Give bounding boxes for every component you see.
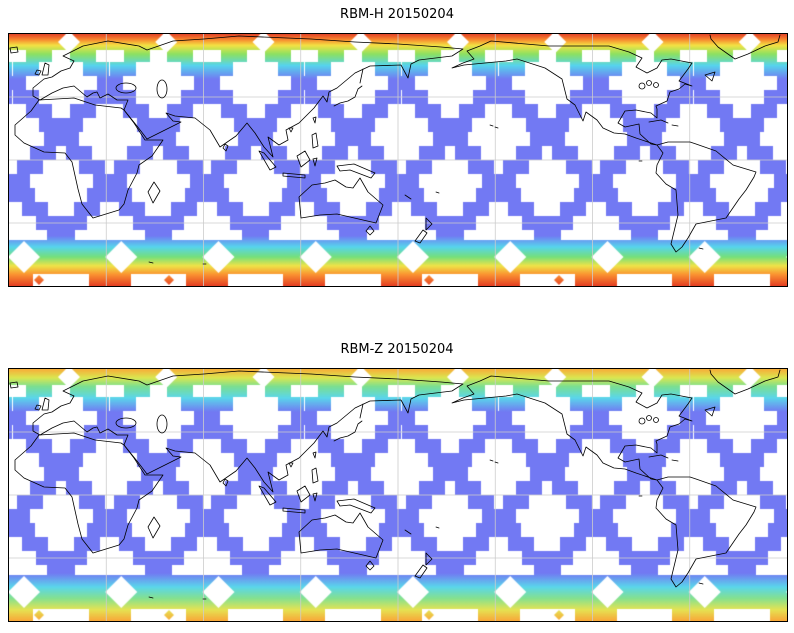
graticule [9,34,787,286]
graticule [9,369,787,621]
coastlines [9,34,781,265]
panel-title-rbm-z: RBM-Z 20150204 [340,342,454,357]
map-overlay [9,34,787,286]
panel-title-rbm-h: RBM-H 20150204 [340,7,454,22]
map-rbm-h [8,33,788,287]
coastlines [9,369,781,600]
map-rbm-z [8,368,788,622]
map-overlay [9,369,787,621]
